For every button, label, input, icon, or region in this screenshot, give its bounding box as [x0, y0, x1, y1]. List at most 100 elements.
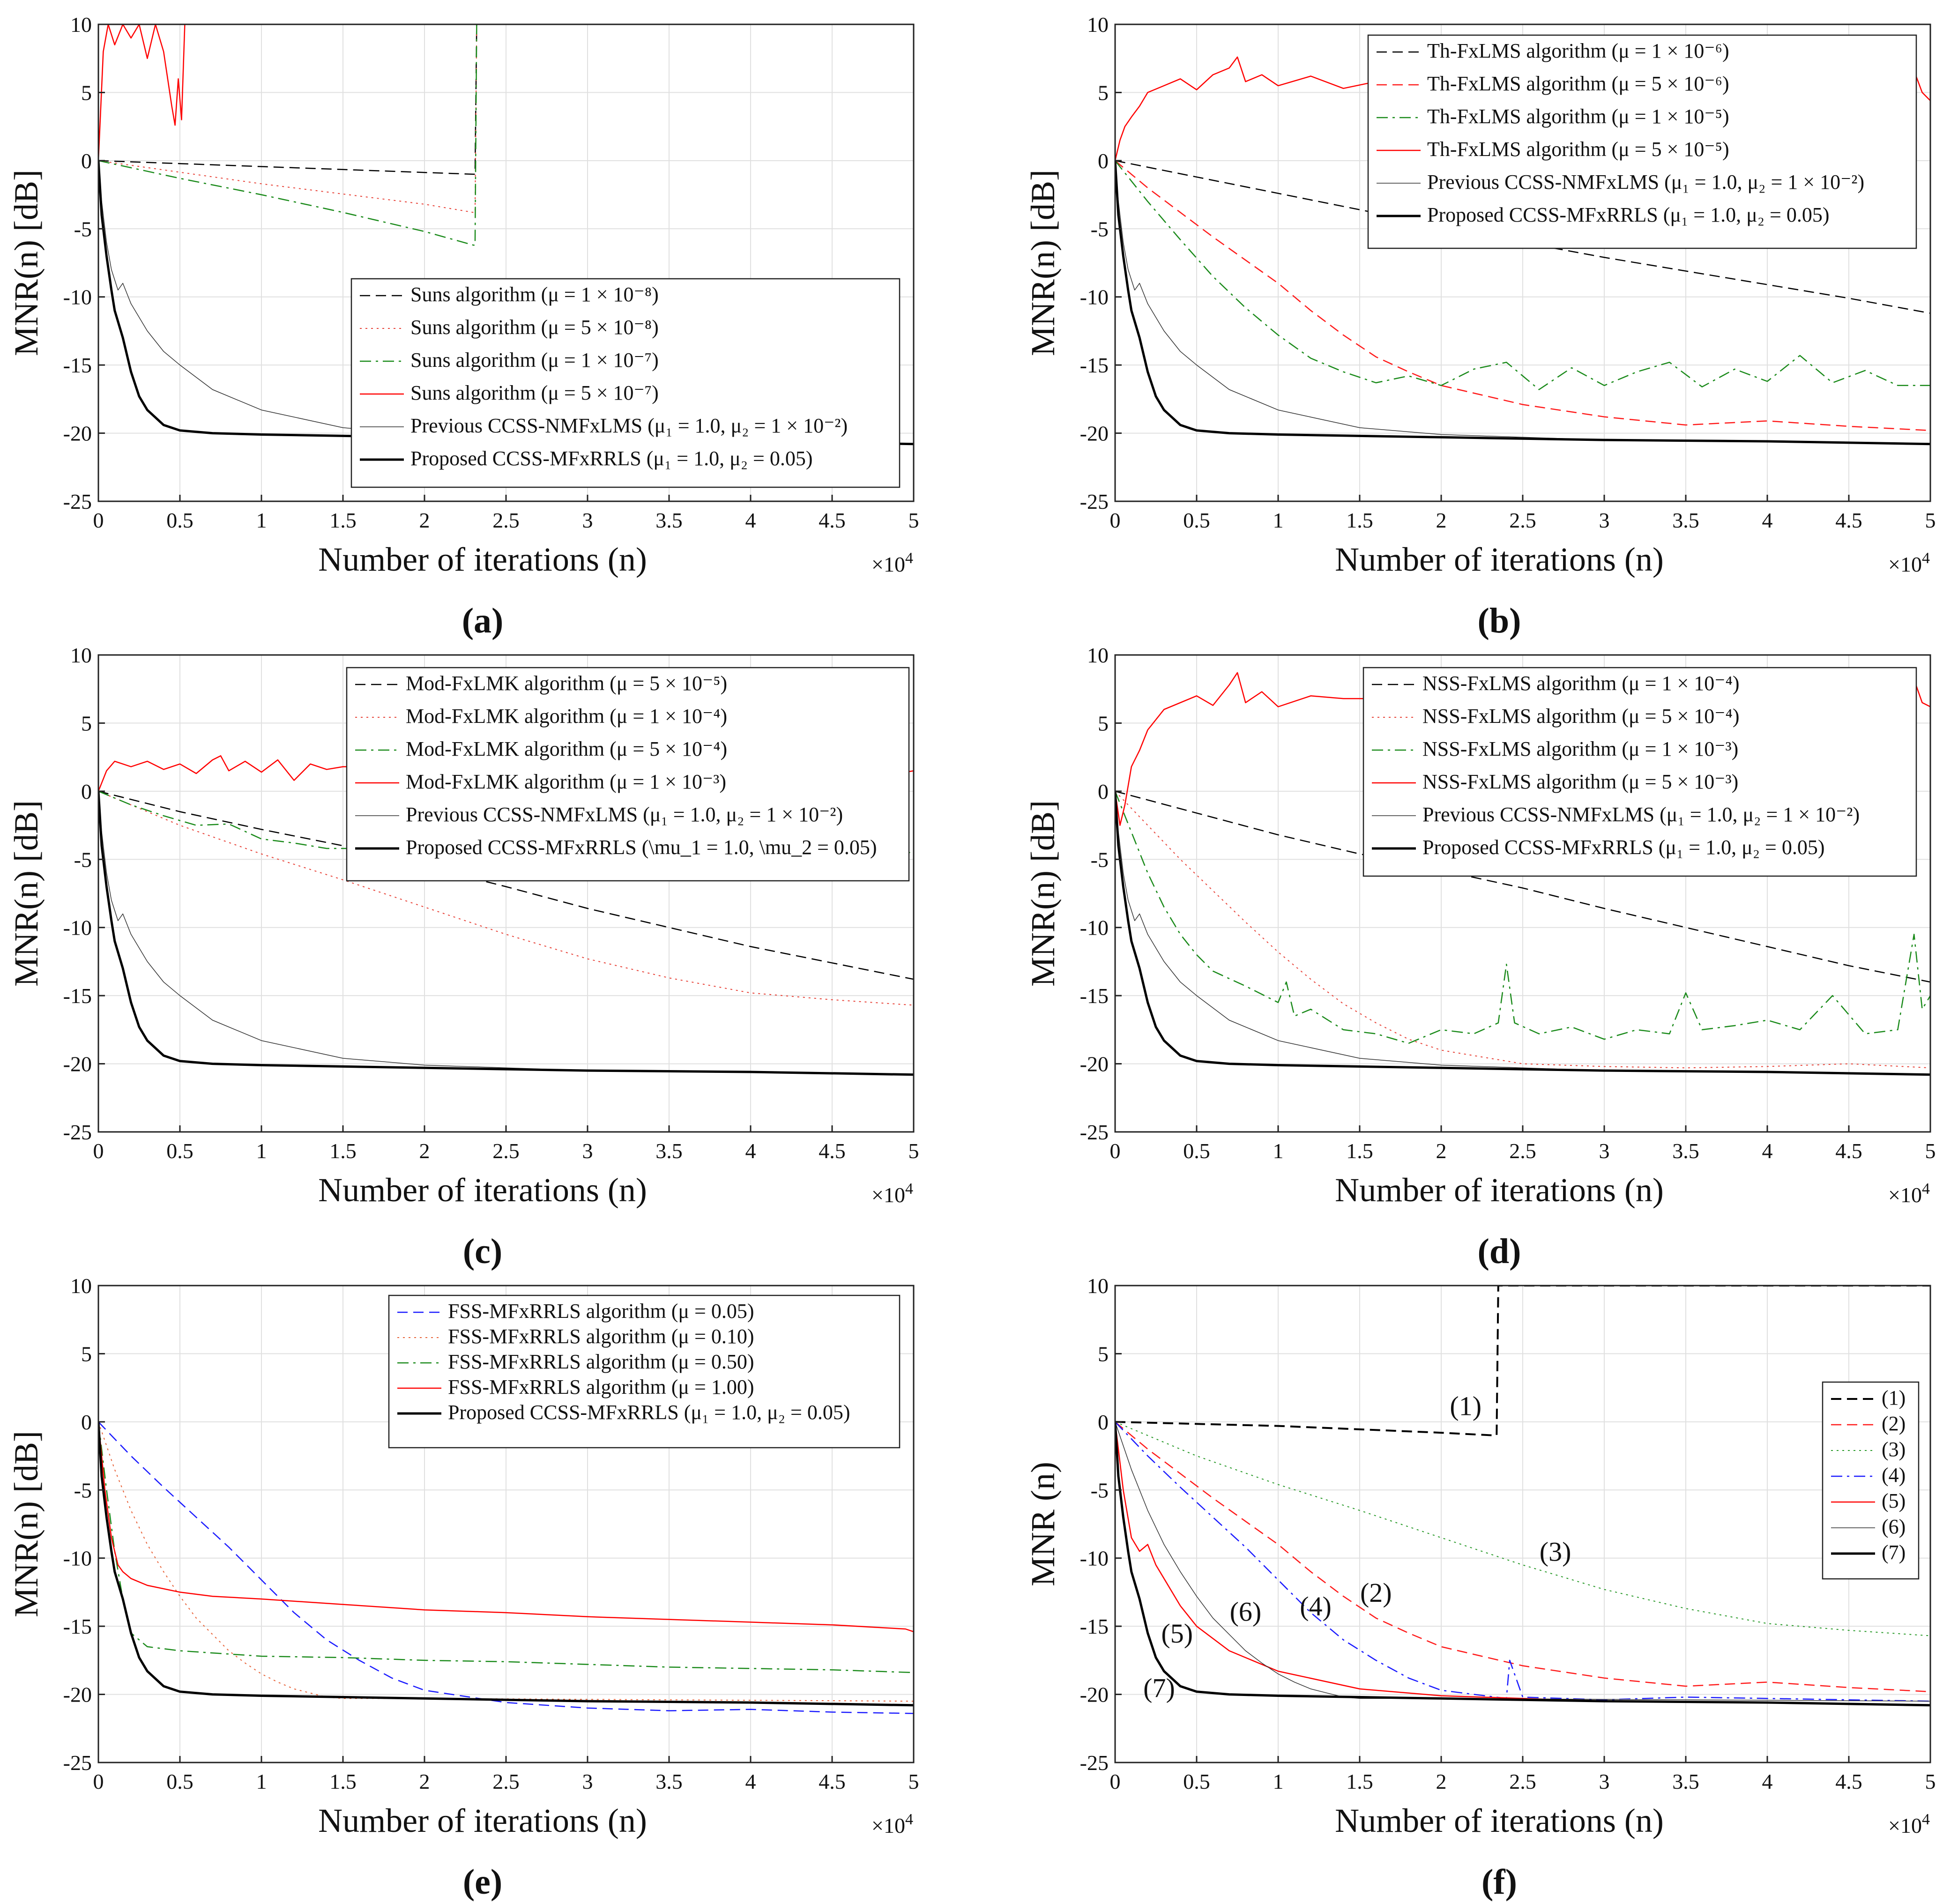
- legend-entry-label: FSS-MFxRRLS algorithm (μ = 0.10): [448, 1325, 754, 1348]
- legend-box: [1822, 1381, 1920, 1580]
- x-axis-title: Number of iterations (n): [318, 541, 647, 578]
- x-tick-label: 4.5: [819, 1139, 846, 1163]
- legend-entry-label: Proposed CCSS-MFxRRLS (\mu_1 = 1.0, \mu_…: [406, 836, 877, 859]
- x-tick-label: 2.5: [492, 508, 520, 532]
- series-line-4: [1115, 1421, 1930, 1702]
- series-line-2: [1115, 791, 1930, 1069]
- series-line-1: [98, 24, 914, 175]
- y-tick-label: 0: [81, 780, 92, 803]
- series-group: [1115, 672, 1930, 1076]
- legend-box: [346, 667, 910, 882]
- legend-entry-label: (4): [1882, 1464, 1906, 1487]
- x-tick-label: 2.5: [1509, 1139, 1536, 1163]
- legend-entry-label: FSS-MFxRRLS algorithm (μ = 0.50): [448, 1350, 754, 1373]
- x-tick-label: 2: [1436, 1770, 1447, 1793]
- y-tick-label: -15: [63, 353, 92, 377]
- legend-entry-label: Suns algorithm (μ = 5 × 10⁻⁷): [410, 381, 659, 404]
- legend: FSS-MFxRRLS algorithm (μ = 0.05)FSS-MFxR…: [388, 1294, 901, 1449]
- x-tick-label: 1: [1273, 508, 1284, 532]
- y-tick-label: 10: [70, 1274, 92, 1298]
- panel-label: (c): [463, 1232, 502, 1271]
- series-line-6: [98, 791, 914, 1076]
- legend-entry-label: Previous CCSS-NMFxLMS (μ₁ = 1.0, μ₂ = 1 …: [406, 803, 843, 826]
- y-tick-label: 10: [1087, 643, 1109, 667]
- y-tick-label: 10: [70, 643, 92, 667]
- series-line-5: [98, 1421, 914, 1707]
- y-tick-label: -20: [1080, 422, 1109, 446]
- legend-entry-label: Previous CCSS-NMFxLMS (μ₁ = 1.0, μ₂ = 1 …: [1422, 803, 1860, 826]
- x-tick-label: 2: [419, 1770, 430, 1793]
- series-line-2: [1115, 160, 1930, 431]
- curve-annotation: (5): [1161, 1618, 1193, 1649]
- legend-entry-label: Proposed CCSS-MFxRRLS (μ₁ = 1.0, μ₂ = 0.…: [410, 447, 813, 470]
- x-tick-label: 0: [1110, 508, 1121, 532]
- legend-entry-label: FSS-MFxRRLS algorithm (μ = 0.05): [448, 1300, 754, 1323]
- y-tick-label: -25: [63, 490, 92, 513]
- x-tick-label: 1.5: [329, 1139, 357, 1163]
- y-tick-label: -20: [63, 1683, 92, 1707]
- legend-box: [1362, 667, 1917, 877]
- y-tick-label: -5: [74, 1478, 92, 1502]
- chart-panel-a: 0 0.5 1 1.5 2 2.5 3 3.5 4 4.5 51050-5-10-15-20-25×…: [7, 13, 919, 640]
- legend-entry-label: Suns algorithm (μ = 1 × 10⁻⁷): [410, 349, 659, 372]
- panel-label: (d): [1478, 1232, 1521, 1271]
- y-tick-label: -20: [1080, 1052, 1109, 1076]
- curve-annotation: (4): [1300, 1591, 1332, 1621]
- x-tick-label: 0: [93, 508, 104, 532]
- x-tick-label: 4: [745, 1139, 756, 1163]
- y-tick-label: -25: [1080, 490, 1109, 513]
- x-tick-label: 4: [1762, 1139, 1773, 1163]
- y-tick-label: 0: [81, 149, 92, 173]
- y-tick-label: 0: [1098, 780, 1109, 803]
- chart-panel-d: 0 0.5 1 1.5 2 2.5 3 3.5 4 4.5 51050-5-10-15-20-25×…: [1024, 643, 1936, 1271]
- legend-entry-label: (7): [1882, 1541, 1906, 1564]
- x-tick-label: 1: [1273, 1770, 1284, 1793]
- series-group: [1115, 1286, 1930, 1707]
- legend-entry-label: (6): [1882, 1515, 1906, 1538]
- y-tick-label: -10: [63, 916, 92, 940]
- y-tick-label: 5: [1098, 1342, 1109, 1366]
- x-tick-label: 1.5: [1346, 508, 1373, 532]
- y-tick-label: -10: [1080, 916, 1109, 940]
- x-multiplier-exponent: 4: [905, 1811, 913, 1828]
- x-tick-label: 2: [419, 508, 430, 532]
- legend-entry-label: Mod-FxLMK algorithm (μ = 5 × 10⁻⁵): [406, 672, 727, 695]
- x-tick-label: 3.5: [1672, 508, 1699, 532]
- legend-entry-label: Th-FxLMS algorithm (μ = 5 × 10⁻⁵): [1427, 138, 1729, 161]
- legend-box: [388, 1294, 901, 1449]
- x-multiplier-exponent: 4: [1922, 1180, 1930, 1197]
- x-tick-label: 4: [745, 508, 756, 532]
- panel-label: (e): [463, 1862, 502, 1902]
- x-tick-label: 0: [93, 1139, 104, 1163]
- x-multiplier-exponent: 4: [1922, 1811, 1930, 1828]
- x-tick-label: 0: [93, 1770, 104, 1793]
- legend: NSS-FxLMS algorithm (μ = 1 × 10⁻⁴) NSS-Fx…: [1362, 667, 1917, 877]
- x-tick-label: 2.5: [492, 1770, 520, 1793]
- series-line-6: [1115, 791, 1930, 1076]
- series-line-3: [98, 1421, 914, 1673]
- curve-annotation: (2): [1360, 1577, 1392, 1608]
- legend-entry-label: Th-FxLMS algorithm (μ = 1 × 10⁻⁶): [1427, 39, 1729, 62]
- x-tick-label: 4.5: [819, 508, 846, 532]
- legend-entry-label: NSS-FxLMS algorithm (μ = 1 × 10⁻⁴): [1422, 672, 1739, 695]
- x-tick-label: 5: [908, 1139, 919, 1163]
- x-tick-label: 0: [1110, 1770, 1121, 1793]
- legend-entry-label: Proposed CCSS-MFxRRLS (μ₁ = 1.0, μ₂ = 0.…: [1422, 836, 1825, 859]
- x-tick-label: 0.5: [1183, 1770, 1210, 1793]
- y-tick-label: -10: [63, 1547, 92, 1570]
- y-axis-title: MNR(n) [dB]: [7, 800, 45, 987]
- x-tick-label: 3.5: [655, 508, 683, 532]
- curve-annotation: (1): [1450, 1391, 1481, 1421]
- x-axis-title: Number of iterations (n): [1335, 1802, 1664, 1839]
- x-tick-label: 1: [256, 1139, 267, 1163]
- x-tick-label: 1.5: [1346, 1770, 1373, 1793]
- y-tick-label: 0: [81, 1410, 92, 1434]
- legend: Suns algorithm (μ = 1 × 10⁻⁸) Suns algori…: [350, 278, 901, 488]
- x-tick-label: 4: [1762, 1770, 1773, 1793]
- y-tick-label: -5: [1091, 217, 1109, 241]
- legend-entry-label: Suns algorithm (μ = 5 × 10⁻⁸): [410, 316, 659, 339]
- series-line-6: [1115, 160, 1930, 446]
- legend-entry-label: Previous CCSS-NMFxLMS (μ₁ = 1.0, μ₂ = 1 …: [1427, 171, 1864, 193]
- legend-entry-label: (2): [1882, 1412, 1906, 1435]
- x-tick-label: 2: [1436, 508, 1447, 532]
